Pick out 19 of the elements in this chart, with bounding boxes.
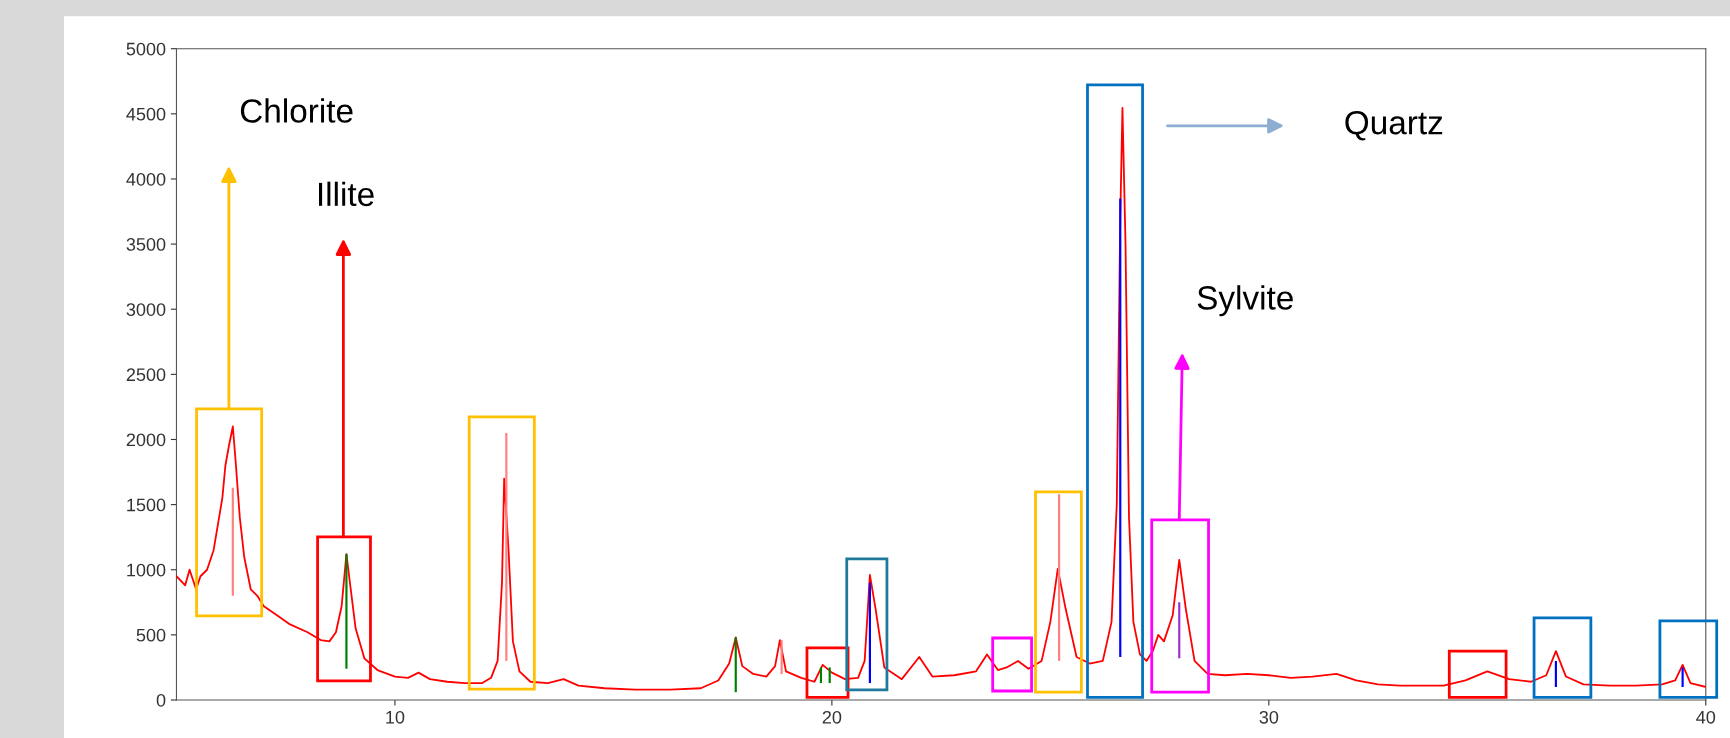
y-tick-label: 3000	[126, 303, 166, 316]
x-tick-label: 40	[1696, 710, 1716, 724]
y-tick-label: 1000	[127, 563, 166, 577]
y-tick-label: 3500	[126, 238, 166, 251]
annotation: Chlorite	[240, 98, 353, 123]
x-tick-label: 10	[386, 710, 405, 724]
annotation: Quartz	[1345, 110, 1443, 141]
y-tick-label: 4000	[126, 172, 166, 186]
y-tick-label: 500	[136, 628, 166, 642]
y-tick-label: 2500	[126, 368, 166, 382]
y-tick-label: 5000	[126, 42, 166, 56]
y-tick-label: 1500	[127, 498, 166, 512]
annotation: Illite	[319, 181, 374, 207]
x-tick-label: 30	[1259, 710, 1279, 724]
y-tick-label: 4500	[126, 107, 166, 121]
y-tick-label: 0	[156, 693, 166, 707]
y-tick-label: 2000	[126, 433, 166, 447]
x-tick-label: 20	[822, 710, 842, 724]
annotation: Sylvite	[1197, 285, 1293, 317]
